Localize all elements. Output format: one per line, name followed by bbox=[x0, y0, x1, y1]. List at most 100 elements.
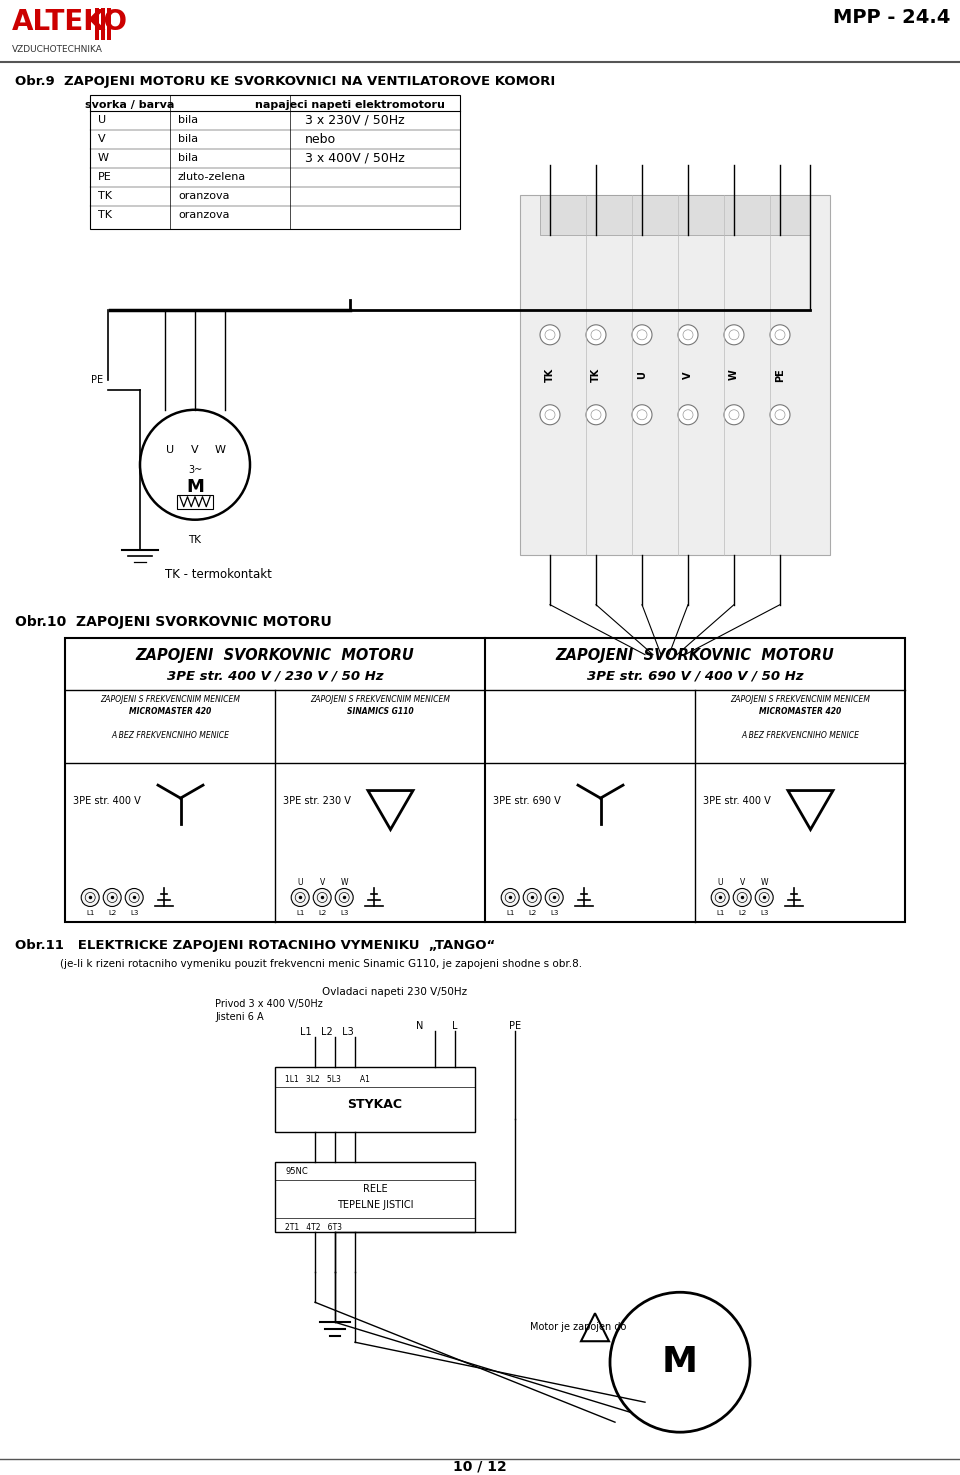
Text: L2: L2 bbox=[738, 910, 746, 916]
Text: ZAPOJENI  SVORKOVNIC  MOTORU: ZAPOJENI SVORKOVNIC MOTORU bbox=[556, 648, 834, 664]
Circle shape bbox=[540, 324, 560, 345]
Text: PE: PE bbox=[509, 1021, 521, 1031]
Text: ALTEKO: ALTEKO bbox=[12, 7, 128, 35]
Text: L1   L2   L3: L1 L2 L3 bbox=[300, 1028, 353, 1037]
Text: V: V bbox=[683, 372, 693, 379]
Circle shape bbox=[678, 324, 698, 345]
Text: Privod 3 x 400 V/50Hz: Privod 3 x 400 V/50Hz bbox=[215, 1000, 323, 1009]
Text: ZAPOJENI S FREKVENCNIM MENICEM: ZAPOJENI S FREKVENCNIM MENICEM bbox=[310, 695, 450, 704]
Circle shape bbox=[82, 888, 99, 907]
Circle shape bbox=[586, 404, 606, 425]
Text: ZAPOJENI S FREKVENCNIM MENICEM: ZAPOJENI S FREKVENCNIM MENICEM bbox=[100, 695, 240, 704]
Text: W: W bbox=[341, 878, 348, 886]
Text: bila: bila bbox=[178, 115, 198, 125]
Text: 3~: 3~ bbox=[188, 465, 203, 475]
Text: 95NC: 95NC bbox=[285, 1167, 308, 1176]
Text: A BEZ FREKVENCNIHO MENICE: A BEZ FREKVENCNIHO MENICE bbox=[741, 732, 859, 740]
Text: 3 x 400V / 50Hz: 3 x 400V / 50Hz bbox=[305, 152, 405, 165]
Text: L1: L1 bbox=[716, 910, 725, 916]
Text: M: M bbox=[186, 478, 204, 496]
Text: 3PE str. 400 V: 3PE str. 400 V bbox=[703, 795, 771, 805]
Bar bbox=[275, 1162, 475, 1232]
Text: napajeci napeti elektromotoru: napajeci napeti elektromotoru bbox=[255, 100, 444, 111]
Text: MICROMASTER 420: MICROMASTER 420 bbox=[129, 707, 211, 715]
Text: L3: L3 bbox=[130, 910, 138, 916]
Text: TEPELNE JISTICI: TEPELNE JISTICI bbox=[337, 1201, 413, 1211]
Circle shape bbox=[678, 404, 698, 425]
Text: MPP - 24.4: MPP - 24.4 bbox=[832, 7, 950, 27]
Circle shape bbox=[501, 888, 519, 907]
Text: nebo: nebo bbox=[305, 133, 336, 146]
Text: L3: L3 bbox=[760, 910, 768, 916]
Text: 3PE str. 690 V / 400 V / 50 Hz: 3PE str. 690 V / 400 V / 50 Hz bbox=[587, 670, 804, 681]
Text: RELE: RELE bbox=[363, 1184, 387, 1195]
Text: 3PE str. 690 V: 3PE str. 690 V bbox=[493, 795, 561, 805]
Text: TK: TK bbox=[188, 535, 202, 544]
Circle shape bbox=[586, 324, 606, 345]
Text: A BEZ FREKVENCNIHO MENICE: A BEZ FREKVENCNIHO MENICE bbox=[111, 732, 229, 740]
Text: zluto-zelena: zluto-zelena bbox=[178, 173, 247, 183]
Text: ZAPOJENI S FREKVENCNIM MENICEM: ZAPOJENI S FREKVENCNIM MENICEM bbox=[730, 695, 870, 704]
Text: oranzova: oranzova bbox=[178, 211, 229, 220]
Text: L2: L2 bbox=[318, 910, 326, 916]
Text: U: U bbox=[298, 878, 303, 886]
Text: MICROMASTER 420: MICROMASTER 420 bbox=[758, 707, 841, 715]
Text: Motor je zapojen do: Motor je zapojen do bbox=[530, 1322, 626, 1332]
Text: L2: L2 bbox=[528, 910, 537, 916]
Text: 3PE str. 400 V: 3PE str. 400 V bbox=[73, 795, 141, 805]
Circle shape bbox=[724, 404, 744, 425]
Text: oranzova: oranzova bbox=[178, 192, 229, 202]
Text: Obr.11   ELEKTRICKE ZAPOJENI ROTACNIHO VYMENIKU  „TANGO“: Obr.11 ELEKTRICKE ZAPOJENI ROTACNIHO VYM… bbox=[15, 940, 495, 953]
Circle shape bbox=[104, 888, 121, 907]
Text: TK - termokontakt: TK - termokontakt bbox=[165, 568, 272, 581]
Text: 10 / 12: 10 / 12 bbox=[453, 1459, 507, 1474]
Circle shape bbox=[540, 404, 560, 425]
Circle shape bbox=[523, 888, 541, 907]
Text: L3: L3 bbox=[340, 910, 348, 916]
Text: 3PE str. 400 V / 230 V / 50 Hz: 3PE str. 400 V / 230 V / 50 Hz bbox=[167, 670, 383, 681]
Circle shape bbox=[335, 888, 353, 907]
Text: 2T1   4T2   6T3: 2T1 4T2 6T3 bbox=[285, 1223, 342, 1232]
Text: TK: TK bbox=[545, 367, 555, 382]
Circle shape bbox=[770, 404, 790, 425]
FancyBboxPatch shape bbox=[95, 7, 99, 40]
Text: 3 x 230V / 50Hz: 3 x 230V / 50Hz bbox=[305, 114, 404, 127]
FancyBboxPatch shape bbox=[101, 7, 105, 40]
Text: ZAPOJENI  SVORKOVNIC  MOTORU: ZAPOJENI SVORKOVNIC MOTORU bbox=[135, 648, 415, 664]
Text: PE: PE bbox=[98, 173, 111, 183]
Circle shape bbox=[711, 888, 730, 907]
Text: Obr.9  ZAPOJENI MOTORU KE SVORKOVNICI NA VENTILATOROVE KOMORI: Obr.9 ZAPOJENI MOTORU KE SVORKOVNICI NA … bbox=[15, 75, 555, 88]
Circle shape bbox=[724, 324, 744, 345]
Text: (je-li k rizeni rotacniho vymeniku pouzit frekvencni menic Sinamic G110, je zapo: (je-li k rizeni rotacniho vymeniku pouzi… bbox=[60, 959, 582, 969]
Bar bbox=[540, 195, 810, 235]
Text: bila: bila bbox=[178, 134, 198, 145]
Circle shape bbox=[756, 888, 773, 907]
Text: V: V bbox=[98, 134, 106, 145]
Text: STYKAC: STYKAC bbox=[348, 1097, 402, 1111]
Text: bila: bila bbox=[178, 153, 198, 164]
Text: M: M bbox=[662, 1345, 698, 1379]
Circle shape bbox=[313, 888, 331, 907]
Text: V: V bbox=[320, 878, 324, 886]
Text: L3: L3 bbox=[550, 910, 559, 916]
Bar bbox=[90, 94, 460, 229]
Text: PE: PE bbox=[91, 375, 103, 385]
Text: TK: TK bbox=[591, 367, 601, 382]
Circle shape bbox=[125, 888, 143, 907]
Bar bbox=[65, 637, 905, 922]
Text: L: L bbox=[452, 1021, 458, 1031]
Bar bbox=[177, 494, 213, 509]
Text: VZDUCHOTECHNIKA: VZDUCHOTECHNIKA bbox=[12, 44, 103, 55]
Text: U: U bbox=[166, 445, 174, 454]
Text: V: V bbox=[739, 878, 745, 886]
Circle shape bbox=[632, 404, 652, 425]
Text: W: W bbox=[98, 153, 109, 164]
Text: L1: L1 bbox=[296, 910, 304, 916]
Text: V: V bbox=[191, 445, 199, 454]
Text: L2: L2 bbox=[108, 910, 116, 916]
Text: svorka / barva: svorka / barva bbox=[85, 100, 175, 111]
Bar bbox=[275, 1068, 475, 1133]
Text: TK: TK bbox=[98, 192, 112, 202]
Text: Ovladaci napeti 230 V/50Hz: Ovladaci napeti 230 V/50Hz bbox=[323, 987, 468, 997]
Circle shape bbox=[733, 888, 752, 907]
